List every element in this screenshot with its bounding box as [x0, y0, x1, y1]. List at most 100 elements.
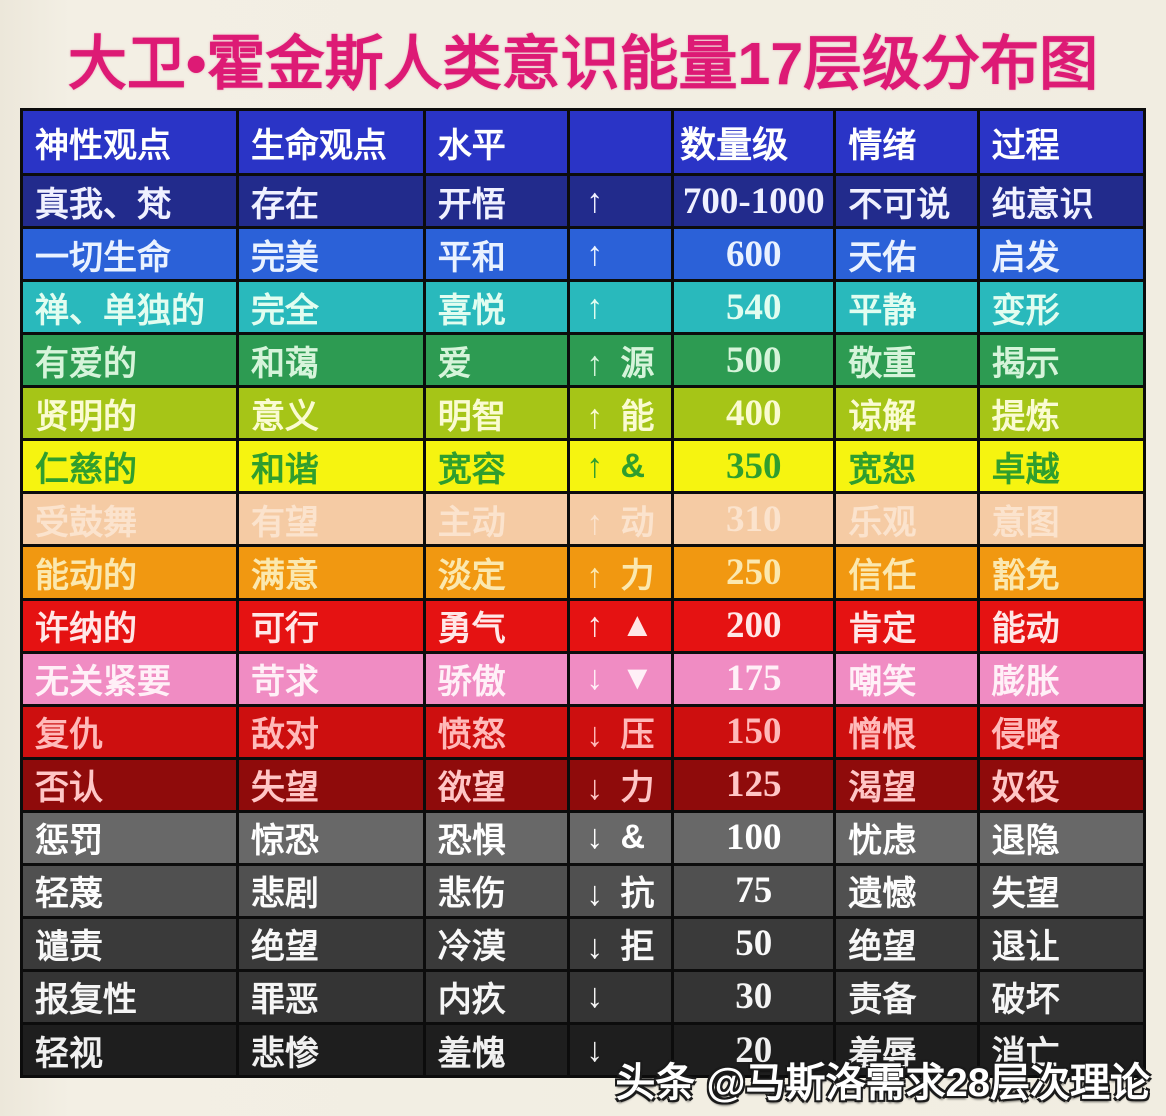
table-cell: 惊恐 [239, 812, 426, 863]
header-cell: 过程 [991, 126, 1060, 165]
table-cell: 仁慈的 [23, 441, 239, 492]
table-cell: 愤怒 [426, 706, 571, 757]
table-cell: 75 [674, 865, 837, 916]
table-cell: 150 [674, 706, 837, 757]
table-cell: 谅解 [836, 388, 980, 439]
table-cell: 无关紧要 [23, 653, 239, 704]
table-cell: 侵略 [991, 716, 1060, 755]
table-cell: 宽容 [426, 441, 571, 492]
table-cell: 310 [674, 494, 837, 545]
arrow-cell: ↑ 动 [570, 494, 675, 545]
table-cell: 明智 [426, 388, 571, 439]
table-cell: 500 [674, 335, 837, 386]
header-cell: 水平 [426, 111, 571, 173]
table-cell: 50 [674, 918, 837, 969]
table-cell: 存在 [239, 176, 426, 227]
table-cell: 纯意识 [991, 185, 1094, 224]
table-cell: 满意 [239, 547, 426, 598]
table-row: 报复性 罪恶 内疚 ↓ 30 责备 破坏 [23, 971, 1143, 1025]
table-cell: 罪恶 [239, 971, 426, 1022]
table-cell: 揭示 [991, 344, 1060, 383]
arrow-cell: ↑ [570, 176, 675, 227]
table-row: 禅、单独的 完全 喜悦 ↑ 540 平静 变形 [23, 282, 1143, 336]
table-cell: 失望 [239, 759, 426, 810]
table-row: 无关紧要 苛求 骄傲 ↓ ▼ 175 嘲笑 膨胀 [23, 653, 1143, 707]
table-cell: 爱 [426, 335, 571, 386]
table-cell: 敬重 [836, 335, 980, 386]
table-cell: 一切生命 [23, 229, 239, 280]
table-row: 能动的 满意 淡定 ↑ 力 250 信任 豁免 [23, 547, 1143, 601]
table-cell: 乐观 [836, 494, 980, 545]
table-cell: 羞愧 [426, 1025, 571, 1076]
table-cell: 羞辱 [836, 1025, 980, 1076]
arrow-cell: ↓ [570, 1025, 675, 1076]
table-row: 否认 失望 欲望 ↓ 力 125 渴望 奴役 [23, 759, 1143, 813]
table-cell: 700-1000 [674, 176, 837, 227]
arrow-cell: ↑ & [570, 441, 675, 492]
table-row: 受鼓舞 有望 主动 ↑ 动 310 乐观 意图 [23, 494, 1143, 548]
table-cell: 启发 [991, 238, 1060, 277]
table-cell: 意图 [991, 503, 1060, 542]
table-cell: 淡定 [426, 547, 571, 598]
table-cell: 400 [674, 388, 837, 439]
table-cell: 平和 [426, 229, 571, 280]
table-cell: 600 [674, 229, 837, 280]
table-cell: 复仇 [23, 706, 239, 757]
table-cell: 敌对 [239, 706, 426, 757]
table-row: 仁慈的 和谐 宽容 ↑ & 350 宽恕 卓越 [23, 441, 1143, 495]
table-cell: 轻视 [23, 1025, 239, 1076]
table-cell: 苛求 [239, 653, 426, 704]
table-cell: 信任 [836, 547, 980, 598]
table-cell: 悲惨 [239, 1025, 426, 1076]
table-cell: 禅、单独的 [23, 282, 239, 333]
table-cell: 提炼 [991, 397, 1060, 436]
table-cell: 有望 [239, 494, 426, 545]
table-row: 谴责 绝望 冷漠 ↓ 拒 50 绝望 退让 [23, 918, 1143, 972]
table-cell: 悲伤 [426, 865, 571, 916]
arrow-cell: ↑ [570, 282, 675, 333]
table-cell: 破坏 [991, 981, 1060, 1020]
table-cell: 20 [674, 1025, 837, 1076]
arrow-cell: ↓ 拒 [570, 918, 675, 969]
arrow-cell: ↓ 压 [570, 706, 675, 757]
table-cell: 绝望 [239, 918, 426, 969]
table-cell: 遗憾 [836, 865, 980, 916]
table-cell: 豁免 [991, 556, 1060, 595]
table-row: 真我、梵 存在 开悟 ↑ 700-1000 不可说 纯意识 [23, 176, 1143, 230]
table-cell: 欲望 [426, 759, 571, 810]
table-row: 一切生命 完美 平和 ↑ 600 天佑 启发 [23, 229, 1143, 283]
table-row: 复仇 敌对 愤怒 ↓ 压 150 憎恨 侵略 [23, 706, 1143, 760]
table-cell: 540 [674, 282, 837, 333]
table-cell: 膨胀 [991, 663, 1060, 702]
table-cell: 退让 [991, 928, 1060, 967]
table-cell: 平静 [836, 282, 980, 333]
table-cell: 宽恕 [836, 441, 980, 492]
arrow-cell: ↓ 抗 [570, 865, 675, 916]
table-cell: 骄傲 [426, 653, 571, 704]
table-cell: 惩罚 [23, 812, 239, 863]
table-row: 有爱的 和蔼爱 ↑ 源 500 敬重 揭示 [23, 335, 1143, 389]
table-cell: 125 [674, 759, 837, 810]
table-cell: 奴役 [991, 769, 1060, 808]
table-cell: 真我、梵 [23, 176, 239, 227]
arrow-cell: ↓ 力 [570, 759, 675, 810]
table-cell: 175 [674, 653, 837, 704]
arrow-cell: ↓ ▼ [570, 653, 675, 704]
table-cell: 失望 [991, 875, 1060, 914]
arrow-cell: ↑ 能 [570, 388, 675, 439]
watermark: 头条 @马斯洛需求28层次理论 [615, 1061, 1150, 1105]
table-cell: 嘲笑 [836, 653, 980, 704]
table-cell: 意义 [239, 388, 426, 439]
arrow-cell: ↑ [570, 229, 675, 280]
table-cell: 能动 [991, 610, 1060, 649]
arrow-cell: ↓ & [570, 812, 675, 863]
arrow-cell: ↑ 源 [570, 335, 675, 386]
table-row: 许纳的 可行 勇气 ↑ ▲ 200 肯定 能动 [23, 600, 1143, 654]
table-cell: 许纳的 [23, 600, 239, 651]
table-cell: 350 [674, 441, 837, 492]
table-cell: 200 [674, 600, 837, 651]
table-cell: 30 [674, 971, 837, 1022]
table-cell: 否认 [23, 759, 239, 810]
table-cell: 轻蔑 [23, 865, 239, 916]
